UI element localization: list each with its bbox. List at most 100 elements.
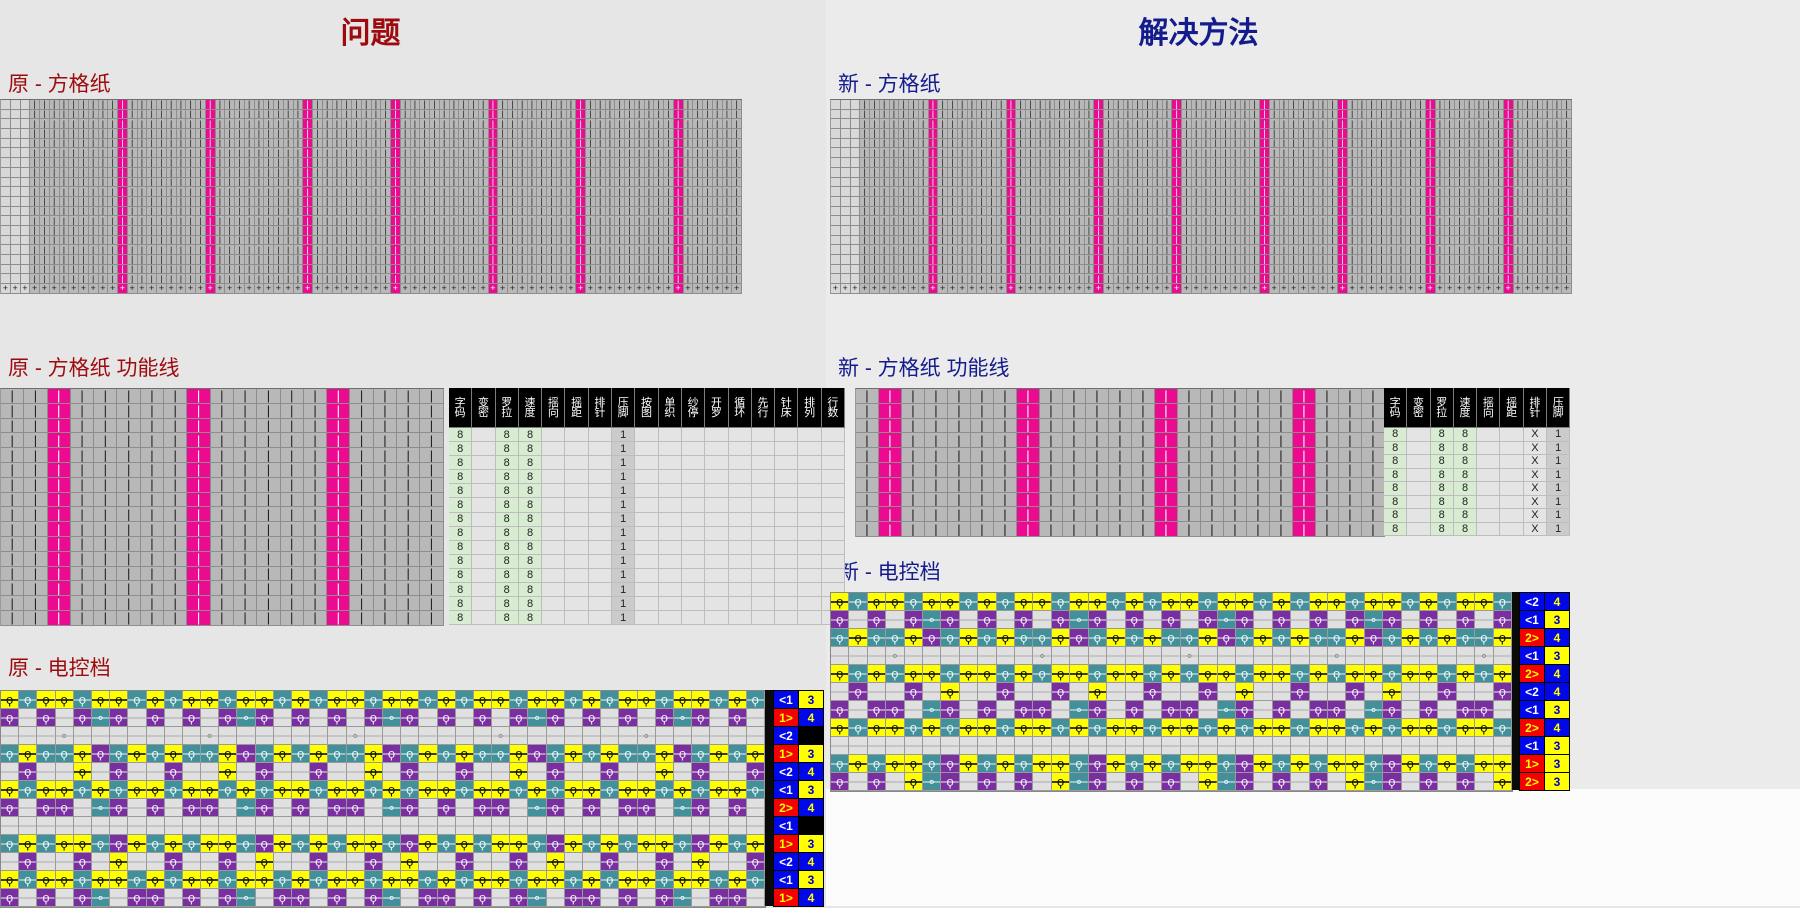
- pattern-cell[interactable]: ϙ: [346, 781, 365, 799]
- paper-cell[interactable]: |: [625, 264, 635, 275]
- function-value-cell[interactable]: 8: [518, 428, 543, 443]
- paper-cell[interactable]: |: [352, 148, 362, 159]
- paper-cell[interactable]: |: [127, 138, 138, 149]
- paper-cell[interactable]: |: [1279, 245, 1290, 255]
- paper-cell[interactable]: |: [634, 167, 645, 178]
- pattern-cell[interactable]: [1291, 611, 1310, 629]
- needle-grid-cell[interactable]: |: [47, 462, 71, 478]
- paper-cell[interactable]: |: [615, 109, 625, 120]
- paper-cell[interactable]: |: [400, 177, 411, 188]
- paper-cell[interactable]: |: [683, 138, 694, 149]
- paper-cell[interactable]: |: [118, 225, 128, 236]
- paper-cell[interactable]: |: [1416, 245, 1426, 255]
- pattern-cell[interactable]: [673, 817, 693, 835]
- paper-cell[interactable]: |: [1143, 264, 1153, 275]
- needle-grid-cell[interactable]: |: [397, 418, 421, 434]
- pattern-cell[interactable]: [401, 817, 420, 835]
- paper-cell[interactable]: |: [870, 148, 880, 159]
- pattern-cell[interactable]: ϙ: [886, 593, 905, 611]
- pattern-cell[interactable]: [564, 763, 583, 781]
- needle-grid-cell[interactable]: |: [1086, 433, 1109, 449]
- paper-cell[interactable]: |: [654, 148, 664, 159]
- paper-cell[interactable]: |: [498, 148, 508, 159]
- paper-cell[interactable]: |: [186, 235, 196, 246]
- needle-grid-cell[interactable]: |: [373, 566, 398, 582]
- paper-cell[interactable]: |: [957, 177, 968, 188]
- paper-cell[interactable]: |: [1221, 100, 1231, 110]
- paper-cell[interactable]: |: [693, 245, 703, 255]
- paper-cell[interactable]: |: [322, 196, 333, 207]
- paper-cell[interactable]: |: [1045, 119, 1056, 130]
- paper-cell[interactable]: |: [634, 138, 645, 149]
- pattern-cell[interactable]: ϙ: [201, 745, 220, 763]
- function-value-cell[interactable]: 8: [495, 512, 519, 527]
- paper-cell[interactable]: |: [977, 264, 987, 275]
- pattern-cell[interactable]: [55, 853, 74, 871]
- paper-cell[interactable]: |: [625, 187, 635, 197]
- paper-cell[interactable]: |: [1308, 148, 1319, 159]
- paper-cell[interactable]: |: [30, 196, 40, 207]
- pattern-cell[interactable]: [655, 817, 674, 835]
- paper-cell[interactable]: |: [1494, 206, 1504, 217]
- paper-cell[interactable]: |: [303, 177, 313, 188]
- paper-cell[interactable]: |: [576, 264, 586, 275]
- paper-cell[interactable]: |: [371, 255, 382, 265]
- needle-grid-cell[interactable]: |: [1155, 433, 1178, 449]
- function-value-cell[interactable]: [1477, 455, 1501, 469]
- needle-grid-cell[interactable]: |: [1017, 433, 1040, 449]
- paper-cell[interactable]: |: [899, 100, 909, 110]
- paper-cell[interactable]: |: [1562, 109, 1572, 120]
- paper-cell[interactable]: |: [1074, 196, 1085, 207]
- paper-cell[interactable]: +: [1133, 284, 1143, 294]
- paper-cell[interactable]: |: [1123, 196, 1134, 207]
- paper-cell[interactable]: |: [918, 129, 929, 139]
- paper-cell[interactable]: |: [157, 158, 167, 168]
- paper-cell[interactable]: |: [1104, 100, 1114, 110]
- paper-cell[interactable]: |: [498, 196, 508, 207]
- paper-cell[interactable]: +: [1367, 284, 1377, 294]
- pattern-cell[interactable]: ϙ: [904, 629, 924, 647]
- paper-cell[interactable]: |: [1240, 109, 1251, 120]
- paper-cell[interactable]: |: [870, 138, 880, 149]
- needle-grid-cell[interactable]: |: [1201, 477, 1224, 493]
- paper-cell[interactable]: +: [850, 284, 861, 294]
- pattern-cell[interactable]: ϙ: [1420, 611, 1439, 629]
- paper-cell[interactable]: |: [49, 274, 60, 285]
- pattern-cell[interactable]: [728, 853, 747, 871]
- needle-grid-cell[interactable]: |: [1316, 462, 1339, 478]
- paper-cell[interactable]: |: [1143, 177, 1153, 188]
- paper-cell[interactable]: |: [948, 119, 958, 130]
- needle-grid-cell[interactable]: |: [397, 492, 421, 508]
- paper-cell[interactable]: |: [430, 245, 440, 255]
- paper-cell[interactable]: |: [410, 264, 421, 275]
- paper-cell[interactable]: |: [147, 235, 157, 246]
- pattern-cell[interactable]: [182, 727, 202, 745]
- paper-cell[interactable]: |: [459, 158, 469, 168]
- needle-grid-cell[interactable]: |: [420, 418, 444, 434]
- paper-cell[interactable]: |: [30, 100, 40, 110]
- paper-cell[interactable]: |: [644, 148, 655, 159]
- function-value-cell[interactable]: [588, 512, 613, 527]
- paper-cell[interactable]: |: [430, 196, 440, 207]
- paper-cell[interactable]: |: [654, 167, 664, 178]
- function-value-cell[interactable]: 1: [1547, 428, 1571, 442]
- pattern-cell[interactable]: [746, 709, 765, 727]
- pattern-cell[interactable]: ϙ: [692, 763, 711, 781]
- paper-cell[interactable]: |: [1152, 167, 1163, 178]
- pattern-cell[interactable]: [528, 817, 547, 835]
- paper-cell[interactable]: |: [40, 206, 50, 217]
- paper-cell[interactable]: |: [313, 119, 323, 130]
- needle-grid-cell[interactable]: |: [925, 418, 948, 434]
- pattern-cell[interactable]: ϙ: [583, 781, 602, 799]
- paper-cell[interactable]: |: [303, 138, 313, 149]
- paper-cell[interactable]: |: [644, 235, 655, 246]
- paper-cell[interactable]: |: [1104, 235, 1114, 246]
- paper-cell[interactable]: |: [1084, 138, 1095, 149]
- paper-cell[interactable]: |: [1191, 109, 1202, 120]
- paper-cell[interactable]: +: [30, 284, 40, 294]
- paper-cell[interactable]: |: [1152, 148, 1163, 159]
- paper-cell[interactable]: |: [59, 196, 70, 207]
- paper-cell[interactable]: |: [977, 109, 987, 120]
- paper-cell[interactable]: |: [430, 129, 440, 139]
- paper-cell[interactable]: |: [1513, 255, 1524, 265]
